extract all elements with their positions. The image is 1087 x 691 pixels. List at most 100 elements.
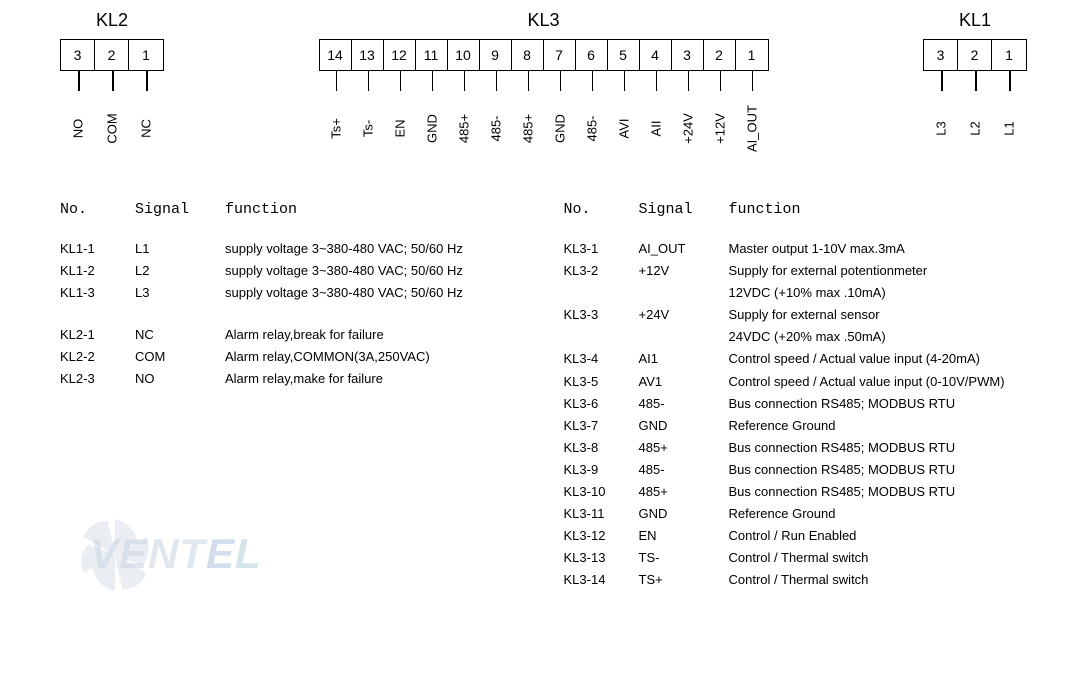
kl1-term-1: 1 xyxy=(992,40,1026,70)
block-kl3: KL3 14 13 12 11 10 9 8 7 6 5 4 3 2 1 Ts+… xyxy=(319,10,769,141)
cell-signal xyxy=(639,326,729,348)
cell-signal: 485+ xyxy=(639,481,729,503)
kl3-sig-tsp: Ts+ xyxy=(328,118,343,139)
table-row: KL3-7GNDReference Ground xyxy=(564,415,1028,437)
kl3-sig-485p1: 485+ xyxy=(456,114,471,143)
kl3-term-9: 9 xyxy=(480,40,512,70)
cell-signal xyxy=(639,282,729,304)
cell-function: Supply for external sensor xyxy=(729,304,1028,326)
cell-no: KL3-4 xyxy=(564,348,639,370)
cell-signal: GND xyxy=(639,503,729,525)
signal-tables: No. Signal function KL1-1L1supply voltag… xyxy=(60,201,1027,592)
kl1-sig-l3: L3 xyxy=(934,121,949,135)
cell-no: KL3-8 xyxy=(564,437,639,459)
cell-function: Bus connection RS485; MODBUS RTU xyxy=(729,481,1028,503)
kl3-term-14: 14 xyxy=(320,40,352,70)
kl3-sig-485p2: 485+ xyxy=(520,114,535,143)
cell-no xyxy=(564,326,639,348)
cell-function: Alarm relay,break for failure xyxy=(225,324,524,346)
th-function-r: function xyxy=(729,201,1028,218)
table-row: KL3-9485-Bus connection RS485; MODBUS RT… xyxy=(564,459,1028,481)
kl3-term-4: 4 xyxy=(640,40,672,70)
kl3-term-8: 8 xyxy=(512,40,544,70)
cell-function: Reference Ground xyxy=(729,415,1028,437)
cell-function: Control / Thermal switch xyxy=(729,569,1028,591)
cell-function: Master output 1-10V max.3mA xyxy=(729,238,1028,260)
th-no-r: No. xyxy=(564,201,639,218)
cell-signal: GND xyxy=(639,415,729,437)
kl2-label: KL2 xyxy=(96,10,128,31)
table-row: KL3-13TS-Control / Thermal switch xyxy=(564,547,1028,569)
cell-signal: +12V xyxy=(639,260,729,282)
cell-no: KL3-1 xyxy=(564,238,639,260)
table-row: KL1-3L3supply voltage 3~380-480 VAC; 50/… xyxy=(60,282,524,304)
cell-function: 24VDC (+20% max .50mA) xyxy=(729,326,1028,348)
cell-signal: L3 xyxy=(135,282,225,304)
kl3-term-3: 3 xyxy=(672,40,704,70)
kl2-sig-no: NO xyxy=(71,119,86,139)
cell-signal: 485- xyxy=(639,459,729,481)
cell-signal: AI_OUT xyxy=(639,238,729,260)
cell-signal: EN xyxy=(639,525,729,547)
cell-function: Control / Run Enabled xyxy=(729,525,1028,547)
cell-function: Bus connection RS485; MODBUS RTU xyxy=(729,459,1028,481)
table-row: KL3-14TS+Control / Thermal switch xyxy=(564,569,1028,591)
kl1-term-3: 3 xyxy=(924,40,958,70)
kl3-term-11: 11 xyxy=(416,40,448,70)
cell-function: Alarm relay,COMMON(3A,250VAC) xyxy=(225,346,524,368)
cell-signal: L2 xyxy=(135,260,225,282)
kl3-sig-gnd1: GND xyxy=(424,114,439,143)
cell-function: Bus connection RS485; MODBUS RTU xyxy=(729,393,1028,415)
cell-no: KL3-7 xyxy=(564,415,639,437)
cell-signal: 485- xyxy=(639,393,729,415)
table-row: KL3-1AI_OUTMaster output 1-10V max.3mA xyxy=(564,238,1028,260)
cell-no: KL3-2 xyxy=(564,260,639,282)
cell-function: supply voltage 3~380-480 VAC; 50/60 Hz xyxy=(225,238,524,260)
kl3-term-7: 7 xyxy=(544,40,576,70)
kl3-term-5: 5 xyxy=(608,40,640,70)
cell-function: supply voltage 3~380-480 VAC; 50/60 Hz xyxy=(225,282,524,304)
kl2-term-1: 1 xyxy=(129,40,163,70)
kl3-sig-aiout: AI_OUT xyxy=(744,105,759,152)
cell-function: Control speed / Actual value input (0-10… xyxy=(729,371,1028,393)
table-row: KL3-3+24VSupply for external sensor xyxy=(564,304,1028,326)
kl3-sig-485m1: 485- xyxy=(488,115,503,141)
table-row: KL3-10485+Bus connection RS485; MODBUS R… xyxy=(564,481,1028,503)
cell-signal: AV1 xyxy=(639,371,729,393)
cell-function: Alarm relay,make for failure xyxy=(225,368,524,390)
cell-signal: COM xyxy=(135,346,225,368)
cell-no: KL2-1 xyxy=(60,324,135,346)
table-row: KL2-3NOAlarm relay,make for failure xyxy=(60,368,524,390)
cell-function: Reference Ground xyxy=(729,503,1028,525)
kl2-terminals: 3 2 1 xyxy=(60,39,164,71)
kl3-term-12: 12 xyxy=(384,40,416,70)
cell-function: Bus connection RS485; MODBUS RTU xyxy=(729,437,1028,459)
kl1-sig-l2: L2 xyxy=(968,121,983,135)
left-table-body: KL1-1L1supply voltage 3~380-480 VAC; 50/… xyxy=(60,238,524,391)
kl3-label: KL3 xyxy=(527,10,559,31)
cell-signal: TS- xyxy=(639,547,729,569)
kl3-term-10: 10 xyxy=(448,40,480,70)
kl3-sig-tsm: Ts- xyxy=(360,120,375,137)
cell-function: Supply for external potentionmeter xyxy=(729,260,1028,282)
table-row: KL3-8485+Bus connection RS485; MODBUS RT… xyxy=(564,437,1028,459)
kl2-term-3: 3 xyxy=(61,40,95,70)
kl3-sig-12v: +12V xyxy=(712,113,727,144)
kl1-signals: L3 L2 L1 xyxy=(924,71,1026,141)
right-table: No. Signal function KL3-1AI_OUTMaster ou… xyxy=(564,201,1028,592)
cell-no: KL3-11 xyxy=(564,503,639,525)
th-function: function xyxy=(225,201,524,218)
kl1-term-2: 2 xyxy=(958,40,992,70)
kl3-sig-gnd2: GND xyxy=(552,114,567,143)
cell-no: KL3-12 xyxy=(564,525,639,547)
table-row: 24VDC (+20% max .50mA) xyxy=(564,326,1028,348)
kl3-term-1: 1 xyxy=(736,40,768,70)
block-kl1: KL1 3 2 1 L3 L2 L1 xyxy=(923,10,1027,141)
cell-no: KL2-3 xyxy=(60,368,135,390)
kl2-sig-nc: NC xyxy=(139,119,154,138)
cell-no: KL3-13 xyxy=(564,547,639,569)
cell-function: Control speed / Actual value input (4-20… xyxy=(729,348,1028,370)
kl1-terminals: 3 2 1 xyxy=(923,39,1027,71)
kl3-sig-en: EN xyxy=(392,119,407,137)
cell-no: KL3-5 xyxy=(564,371,639,393)
